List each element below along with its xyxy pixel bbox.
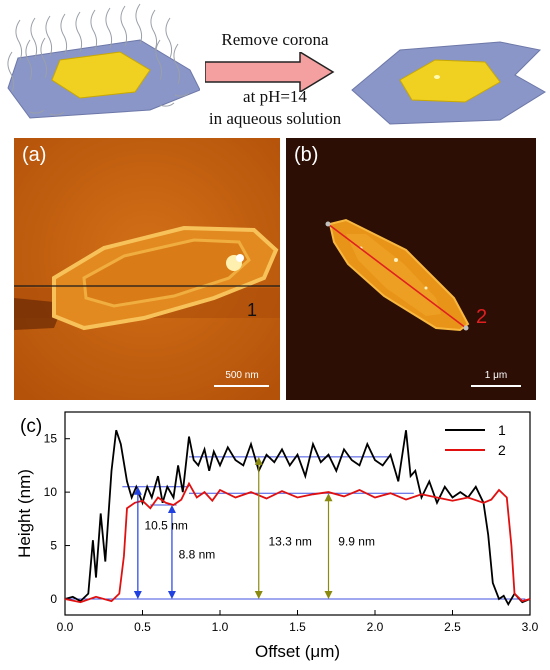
afm-image-b: (b) 2 1 μm: [286, 138, 536, 400]
x-tick-label: 1.5: [289, 620, 306, 634]
annotation-label: 9.9 nm: [338, 535, 375, 549]
x-tick-label: 0.0: [57, 620, 74, 634]
x-axis-label: Offset (μm): [255, 642, 340, 661]
series-line-2: [64, 481, 531, 604]
panel-label-c: (c): [20, 416, 42, 437]
scale-bar-b: 1 μm: [484, 370, 508, 381]
line-label-2: 2: [476, 306, 488, 328]
x-tick-label: 1.0: [212, 620, 229, 634]
arrow-head-top: [324, 493, 333, 502]
schematic-text-1: Remove corona: [221, 30, 329, 49]
schematic-before: [7, 3, 200, 119]
arrow-head-bottom: [167, 590, 176, 599]
arrow-head-bottom: [133, 590, 142, 599]
y-tick-label: 15: [44, 432, 58, 446]
arrow-head-bottom: [254, 590, 263, 599]
schematic-text-2: at pH=14: [243, 87, 307, 106]
arrow-head-top: [133, 486, 142, 495]
legend-label-2: 2: [498, 442, 506, 458]
y-tick-label: 0: [50, 592, 57, 606]
arrow-head-top: [167, 504, 176, 513]
y-tick-label: 10: [44, 485, 58, 499]
panel-label-b: (b): [294, 144, 319, 166]
annotation-label: 10.5 nm: [145, 519, 188, 533]
afm-image-a: (a) 1 500 nm: [14, 138, 280, 400]
legend-label-1: 1: [498, 422, 506, 438]
height-profile-chart: 0.0 0.5 1.0 1.5 2.0 2.5 3.0 0 5 10 15 Offset (μm) He…: [15, 411, 539, 661]
annotation-label: 13.3 nm: [269, 535, 312, 549]
series-line-1: [64, 429, 531, 607]
plot-frame: [64, 411, 531, 616]
scale-bar-a: 500 nm: [225, 370, 259, 381]
x-tick-label: 2.5: [444, 620, 461, 634]
arrow-head-top: [254, 456, 263, 465]
y-tick-label: 5: [50, 539, 57, 553]
x-tick-label: 0.5: [134, 620, 151, 634]
panel-label-a: (a): [22, 144, 47, 166]
arrow-icon: [205, 52, 335, 92]
line-label-1: 1: [247, 300, 258, 320]
annotation-label: 8.8 nm: [179, 547, 216, 561]
x-tick-label: 2.0: [367, 620, 384, 634]
x-tick-label: 3.0: [522, 620, 539, 634]
y-axis-label: Height (nm): [15, 469, 34, 558]
schematic-after: [351, 41, 546, 125]
arrow-head-bottom: [324, 590, 333, 599]
schematic-text-3: in aqueous solution: [208, 109, 342, 128]
